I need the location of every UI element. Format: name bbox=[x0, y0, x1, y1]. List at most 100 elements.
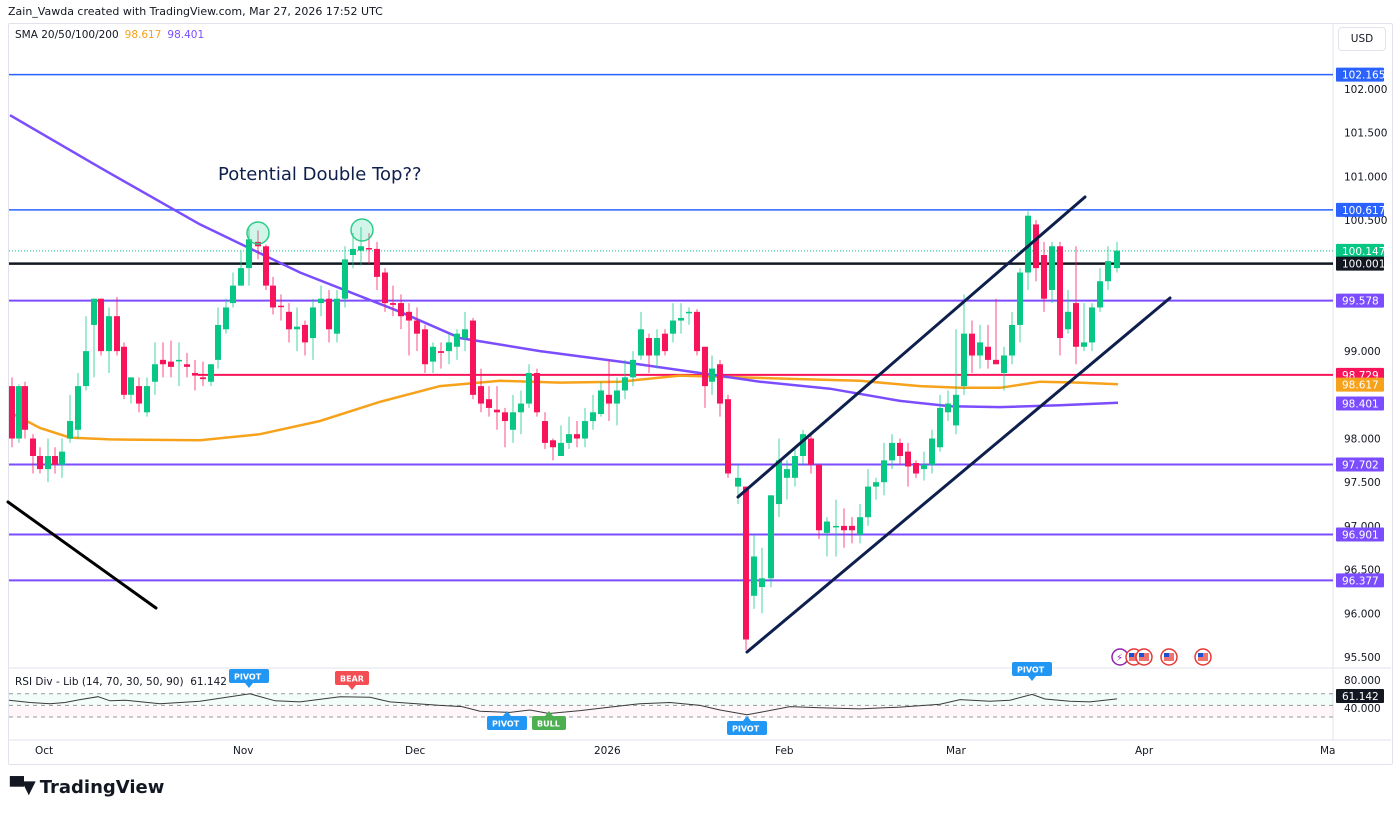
candle-body[interactable] bbox=[223, 307, 229, 330]
candle-body[interactable] bbox=[478, 386, 484, 404]
candle-body[interactable] bbox=[398, 303, 404, 317]
candle-body[interactable] bbox=[494, 409, 500, 413]
candle-body[interactable] bbox=[106, 316, 112, 352]
candle-body[interactable] bbox=[1081, 342, 1087, 347]
candle-body[interactable] bbox=[857, 517, 863, 535]
candle-body[interactable] bbox=[800, 434, 806, 456]
candle-body[interactable] bbox=[630, 359, 636, 378]
candle-body[interactable] bbox=[921, 464, 927, 470]
candle-body[interactable] bbox=[98, 298, 104, 352]
candle-body[interactable] bbox=[768, 495, 774, 579]
rsi-marker-pivot[interactable] bbox=[229, 669, 269, 683]
candle-body[interactable] bbox=[462, 329, 468, 339]
candle-body[interactable] bbox=[678, 317, 684, 321]
candle-body[interactable] bbox=[52, 455, 58, 465]
rsi-legend[interactable]: RSI Div - Lib (14, 70, 30, 50, 90) 61.14… bbox=[15, 676, 227, 688]
candle-body[interactable] bbox=[961, 333, 967, 387]
candle-body[interactable] bbox=[865, 486, 871, 518]
candle-body[interactable] bbox=[510, 412, 516, 430]
candle-body[interactable] bbox=[128, 377, 134, 395]
candle-body[interactable] bbox=[542, 421, 548, 443]
candle-body[interactable] bbox=[192, 372, 198, 376]
candle-body[interactable] bbox=[776, 460, 782, 505]
candle-body[interactable] bbox=[144, 386, 150, 413]
candle-body[interactable] bbox=[518, 403, 524, 413]
candle-body[interactable] bbox=[45, 455, 51, 470]
candle-body[interactable] bbox=[709, 368, 715, 382]
candle-body[interactable] bbox=[176, 359, 182, 362]
rsi-marker-bear[interactable] bbox=[335, 671, 369, 685]
currency-button[interactable]: USD bbox=[1338, 27, 1386, 51]
candle-body[interactable] bbox=[670, 320, 676, 334]
candle-body[interactable] bbox=[414, 320, 420, 334]
candle-body[interactable] bbox=[208, 364, 214, 382]
candle-body[interactable] bbox=[152, 364, 158, 382]
candle-body[interactable] bbox=[1017, 272, 1023, 325]
candle-body[interactable] bbox=[382, 272, 388, 304]
candle-body[interactable] bbox=[30, 438, 36, 456]
candle-body[interactable] bbox=[792, 455, 798, 478]
candle-body[interactable] bbox=[374, 248, 380, 277]
candle-body[interactable] bbox=[121, 346, 127, 395]
rsi-marker-pivot[interactable] bbox=[487, 716, 527, 730]
candle-body[interactable] bbox=[622, 377, 628, 391]
candle-body[interactable] bbox=[184, 364, 190, 367]
candle-body[interactable] bbox=[1073, 303, 1079, 347]
candle-body[interactable] bbox=[534, 372, 540, 413]
candle-body[interactable] bbox=[1025, 215, 1031, 273]
candle-body[interactable] bbox=[470, 320, 476, 395]
sma-200-line[interactable] bbox=[9, 114, 1119, 409]
candle-body[interactable] bbox=[302, 324, 308, 343]
candle-body[interactable] bbox=[881, 460, 887, 483]
candle-body[interactable] bbox=[873, 482, 879, 487]
candle-body[interactable] bbox=[230, 285, 236, 304]
candle-body[interactable] bbox=[246, 239, 252, 269]
candle-body[interactable] bbox=[1089, 307, 1095, 343]
candle-body[interactable] bbox=[390, 303, 396, 305]
candle-body[interactable] bbox=[334, 298, 340, 334]
candle-body[interactable] bbox=[1114, 250, 1120, 269]
trendline-old-downtrend[interactable] bbox=[6, 500, 158, 610]
candle-body[interactable] bbox=[582, 421, 588, 439]
rsi-marker-pivot[interactable] bbox=[727, 721, 767, 735]
candle-body[interactable] bbox=[969, 333, 975, 356]
candle-body[interactable] bbox=[725, 399, 731, 474]
candle-body[interactable] bbox=[263, 246, 269, 286]
double-top-marker[interactable] bbox=[246, 221, 270, 245]
candle-body[interactable] bbox=[1097, 281, 1103, 308]
rsi-marker-pivot[interactable] bbox=[1012, 662, 1052, 676]
candle-body[interactable] bbox=[985, 346, 991, 360]
candle-body[interactable] bbox=[686, 311, 692, 314]
candle-body[interactable] bbox=[1057, 246, 1063, 339]
candle-body[interactable] bbox=[1105, 261, 1111, 282]
sma-100-line[interactable] bbox=[9, 374, 1119, 442]
candle-body[interactable] bbox=[808, 438, 814, 465]
candle-body[interactable] bbox=[350, 248, 356, 256]
candle-body[interactable] bbox=[438, 351, 444, 353]
trendline-channel-lower[interactable] bbox=[745, 296, 1172, 654]
candle-body[interactable] bbox=[366, 248, 372, 250]
candle-body[interactable] bbox=[502, 412, 508, 422]
trendline-channel-upper[interactable] bbox=[736, 195, 1087, 499]
candle-body[interactable] bbox=[454, 333, 460, 347]
candle-body[interactable] bbox=[646, 338, 652, 356]
candle-body[interactable] bbox=[238, 268, 244, 286]
candle-body[interactable] bbox=[849, 525, 855, 531]
candle-body[interactable] bbox=[945, 403, 951, 413]
candle-body[interactable] bbox=[606, 394, 612, 404]
candle-body[interactable] bbox=[526, 372, 532, 404]
candle-body[interactable] bbox=[310, 307, 316, 339]
candle-body[interactable] bbox=[638, 329, 644, 356]
candle-body[interactable] bbox=[743, 486, 749, 640]
candle-body[interactable] bbox=[446, 342, 452, 352]
candle-body[interactable] bbox=[937, 407, 943, 448]
candle-body[interactable] bbox=[993, 359, 999, 365]
candle-body[interactable] bbox=[702, 346, 708, 387]
candle-body[interactable] bbox=[326, 298, 332, 330]
candle-body[interactable] bbox=[114, 316, 120, 352]
candle-body[interactable] bbox=[91, 298, 97, 325]
candle-body[interactable] bbox=[83, 351, 89, 387]
candle-body[interactable] bbox=[717, 364, 723, 404]
candle-body[interactable] bbox=[286, 311, 292, 330]
candle-body[interactable] bbox=[977, 342, 983, 356]
